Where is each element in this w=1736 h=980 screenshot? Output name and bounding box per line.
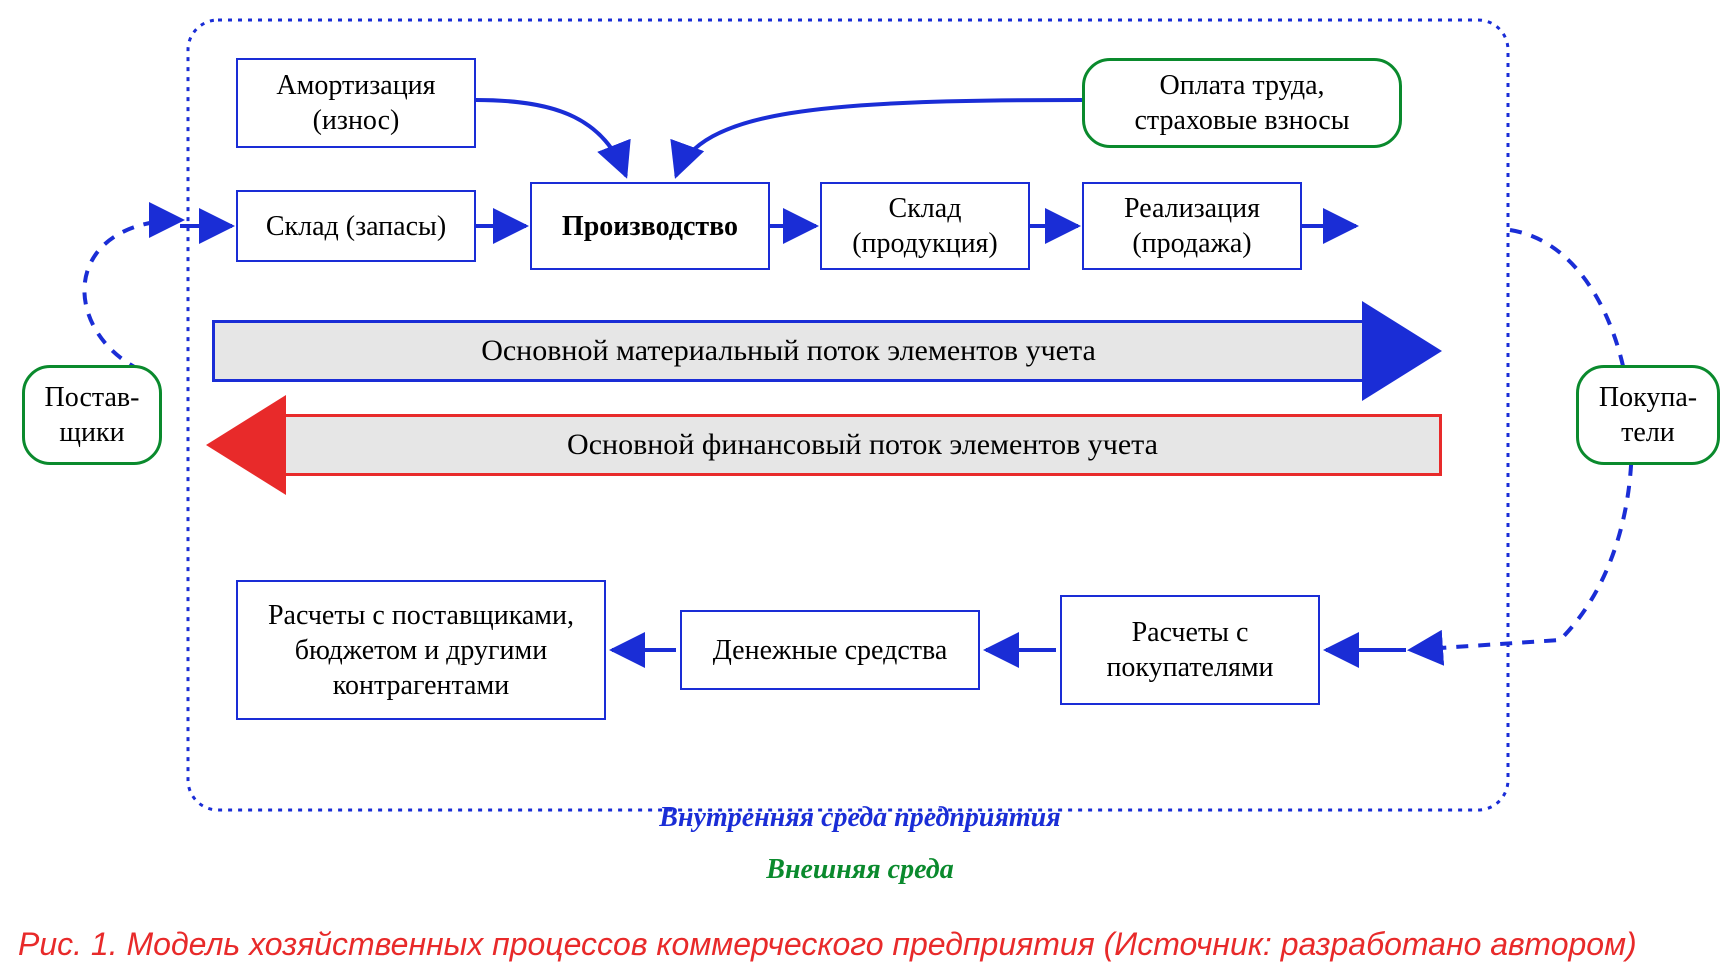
node-sales: Реализация (продажа) bbox=[1082, 182, 1302, 270]
big-arrow-material-head bbox=[1362, 301, 1442, 401]
node-production-label: Производство bbox=[562, 209, 738, 244]
node-settlements-buyers: Расчеты с покупателями bbox=[1060, 595, 1320, 705]
node-buyers: Покупа- тели bbox=[1576, 365, 1720, 465]
diagram-stage: Амортизация (износ) Оплата труда, страхо… bbox=[0, 0, 1736, 980]
figure-caption-text: Рис. 1. Модель хозяйственных процессов к… bbox=[18, 926, 1637, 962]
node-settlements-suppliers-label: Расчеты с поставщиками, бюджетом и други… bbox=[268, 598, 574, 703]
figure-caption: Рис. 1. Модель хозяйственных процессов к… bbox=[18, 880, 1718, 966]
node-production: Производство bbox=[530, 182, 770, 270]
big-arrow-finance-label: Основной финансовый поток элементов учет… bbox=[567, 428, 1158, 462]
node-cash-label: Денежные средства bbox=[713, 633, 948, 668]
node-labor-cost: Оплата труда, страховые взносы bbox=[1082, 58, 1402, 148]
big-arrow-material-label: Основной материальный поток элементов уч… bbox=[481, 334, 1096, 368]
node-cash: Денежные средства bbox=[680, 610, 980, 690]
node-suppliers-label: Постав- щики bbox=[45, 380, 140, 450]
node-buyers-label: Покупа- тели bbox=[1599, 380, 1697, 450]
node-amortization-label: Амортизация (износ) bbox=[276, 68, 435, 138]
node-stock-inventory: Склад (запасы) bbox=[236, 190, 476, 262]
node-settlements-suppliers: Расчеты с поставщиками, бюджетом и други… bbox=[236, 580, 606, 720]
outer-environment-label: Внешняя среда bbox=[640, 822, 1080, 886]
node-amortization: Амортизация (износ) bbox=[236, 58, 476, 148]
node-stock-products-label: Склад (продукция) bbox=[852, 191, 998, 261]
node-suppliers: Постав- щики bbox=[22, 365, 162, 465]
node-stock-products: Склад (продукция) bbox=[820, 182, 1030, 270]
node-stock-label: Склад (запасы) bbox=[266, 209, 446, 244]
node-labor-cost-label: Оплата труда, страховые взносы bbox=[1134, 68, 1349, 138]
node-sales-label: Реализация (продажа) bbox=[1124, 191, 1260, 261]
big-arrow-finance-head bbox=[206, 395, 286, 495]
node-settlements-buyers-label: Расчеты с покупателями bbox=[1106, 615, 1273, 685]
curved-arrows bbox=[476, 100, 1082, 176]
